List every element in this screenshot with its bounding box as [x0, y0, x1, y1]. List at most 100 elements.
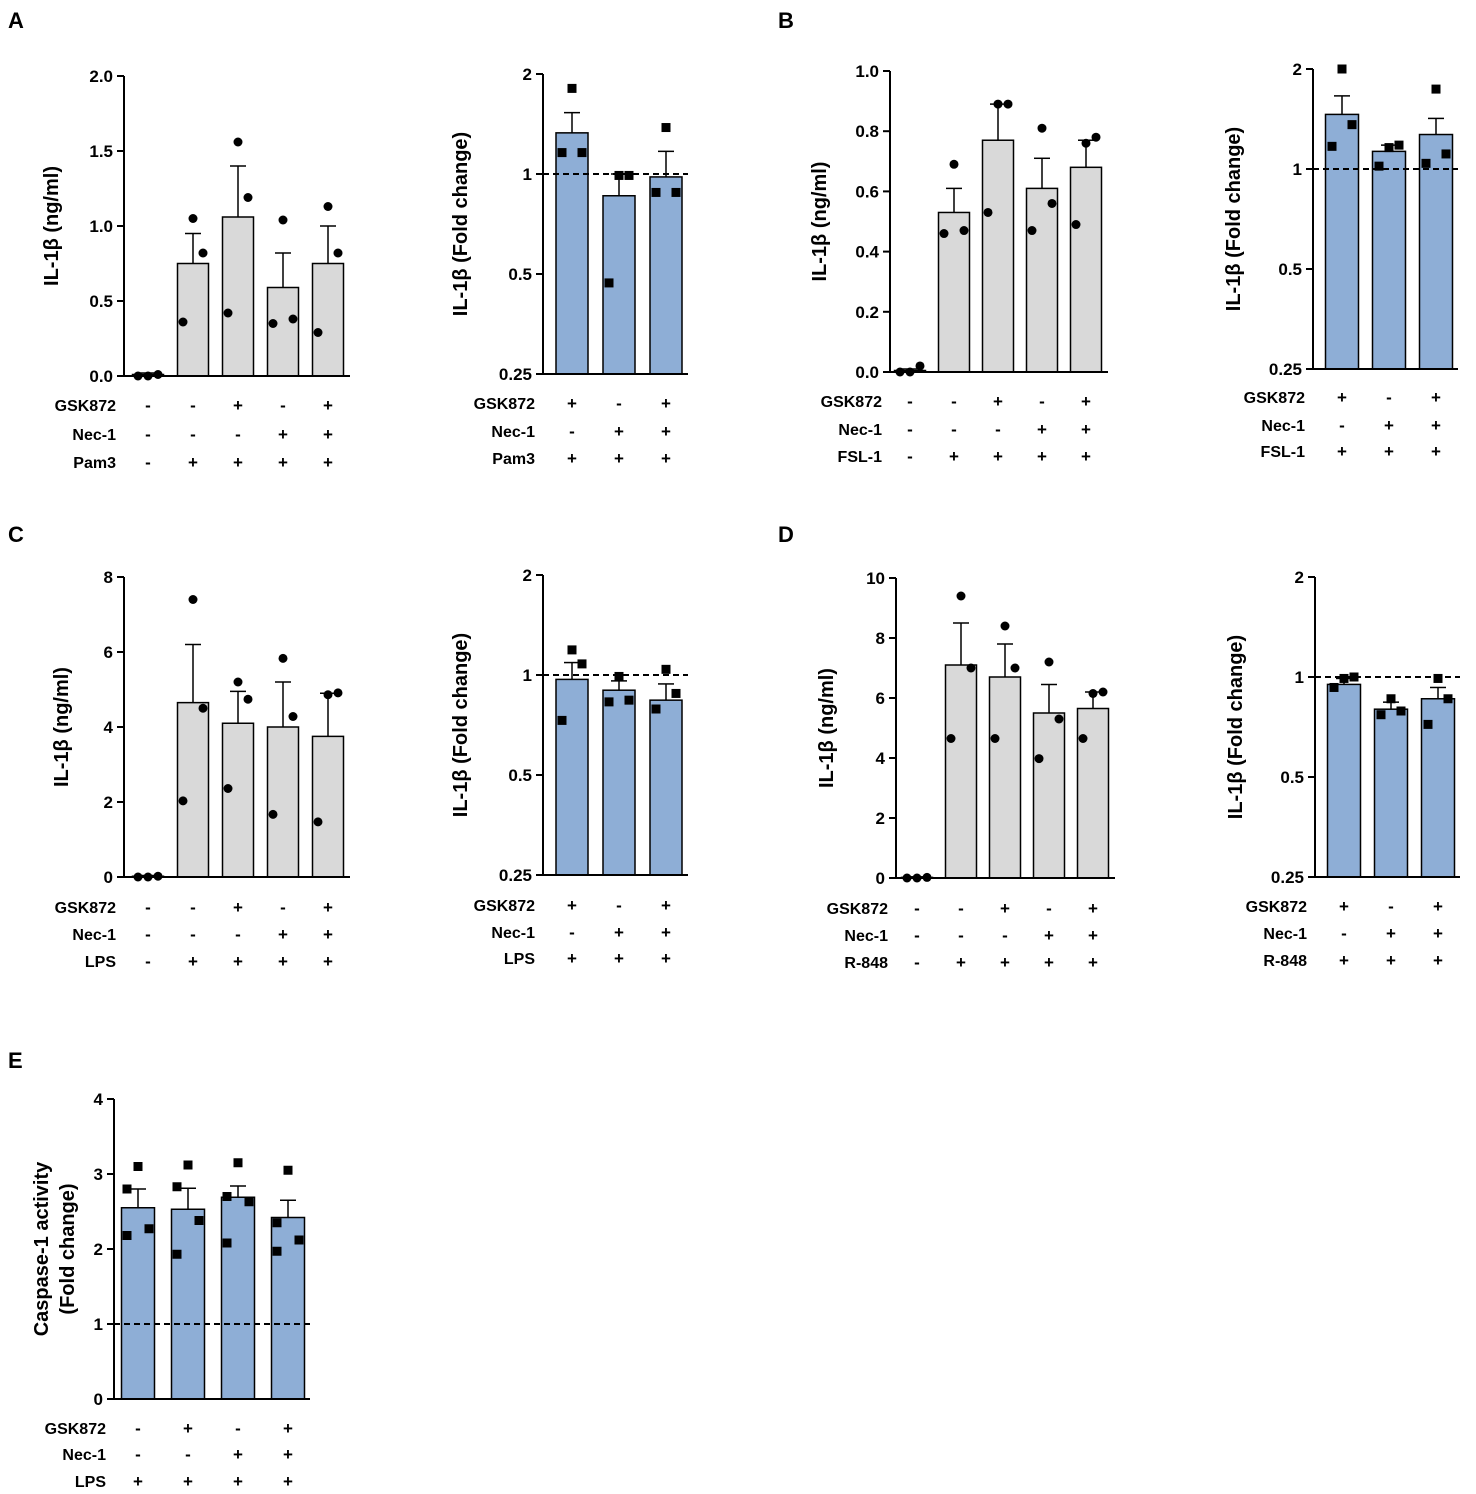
data-point [223, 308, 233, 318]
data-point [1329, 682, 1339, 692]
data-point [323, 690, 333, 700]
y-tick-label: 2.0 [89, 67, 113, 86]
data-point [1054, 714, 1064, 724]
data-point [567, 645, 577, 655]
bar [1076, 707, 1110, 879]
data-point [188, 214, 198, 223]
plus-sign: + [278, 425, 288, 444]
plus-sign: + [1037, 447, 1047, 466]
data-point [959, 226, 969, 236]
minus-sign: - [145, 453, 151, 472]
data-point [946, 734, 956, 743]
minus-sign: - [190, 396, 196, 415]
y-tick-label: 0.5 [508, 766, 532, 785]
y-tick-label: 4 [94, 1090, 104, 1109]
data-point [1376, 710, 1386, 720]
y-tick-label: 2 [523, 65, 532, 84]
y-tick-label: 6 [104, 643, 113, 662]
treatment-row-label: Nec-1 [491, 424, 535, 441]
plus-sign: + [661, 923, 671, 942]
data-point [557, 148, 567, 158]
minus-sign: - [235, 1419, 241, 1438]
minus-sign: - [907, 392, 913, 411]
plus-sign: + [1037, 420, 1047, 439]
panel-letter-e: E [8, 1048, 23, 1073]
plus-sign: + [614, 949, 624, 968]
bar [221, 722, 255, 878]
data-point [1071, 220, 1081, 230]
data-point [223, 784, 233, 793]
y-tick-label: 3 [94, 1165, 103, 1184]
bar [555, 132, 589, 375]
data-point [1431, 84, 1441, 94]
plus-sign: + [183, 1472, 193, 1491]
plus-sign: + [1386, 951, 1396, 970]
plus-sign: + [614, 449, 624, 468]
data-point [268, 809, 278, 819]
plus-sign: + [323, 453, 333, 472]
y-tick-label: 0.0 [89, 367, 113, 386]
data-point [1421, 158, 1431, 168]
treatment-row-label: LPS [85, 954, 116, 971]
data-point [557, 715, 567, 725]
minus-sign: - [914, 899, 920, 918]
data-point [272, 1246, 282, 1256]
data-point [313, 328, 323, 337]
treatment-row-label: GSK872 [55, 398, 116, 415]
plus-sign: + [1088, 953, 1098, 972]
data-point [272, 1218, 282, 1228]
data-point [278, 653, 288, 663]
data-point [671, 187, 681, 197]
plus-sign: + [283, 1419, 293, 1438]
data-point [614, 671, 624, 681]
minus-sign: - [907, 447, 913, 466]
data-point [1037, 123, 1047, 133]
bar [311, 262, 345, 377]
data-point [323, 202, 333, 211]
minus-sign: - [616, 394, 622, 413]
plus-sign: + [233, 1472, 243, 1491]
y-tick-label: 2 [876, 809, 885, 828]
panel-letter-d: D [778, 522, 794, 547]
plus-sign: + [993, 447, 1003, 466]
y-tick-label: 2 [1295, 568, 1304, 587]
data-point [172, 1249, 182, 1259]
y-tick-label: 0.0 [855, 363, 879, 382]
plus-sign: + [1000, 953, 1010, 972]
data-point [288, 314, 298, 324]
data-point [122, 1231, 132, 1240]
data-point [243, 694, 253, 704]
y-axis-label: (Fold change) [57, 1183, 79, 1314]
data-point [1347, 120, 1357, 130]
plus-sign: + [1088, 926, 1098, 945]
data-point [183, 1160, 193, 1170]
treatment-row-label: FSL-1 [838, 449, 883, 466]
treatment-row-label: GSK872 [1246, 899, 1307, 916]
bar [602, 689, 636, 876]
treatment-row-label: LPS [504, 951, 535, 968]
data-point [614, 170, 624, 180]
panel-letter-c: C [8, 522, 24, 547]
y-tick-label: 1 [1295, 668, 1304, 687]
plus-sign: + [1339, 951, 1349, 970]
data-point [198, 248, 208, 258]
data-point [949, 159, 959, 169]
data-point [133, 1162, 143, 1171]
plus-sign: + [1384, 442, 1394, 461]
plus-sign: + [1337, 388, 1347, 407]
data-point [1441, 149, 1451, 159]
data-point [1010, 663, 1020, 673]
y-tick-label: 8 [876, 629, 885, 648]
plus-sign: + [278, 453, 288, 472]
data-point [153, 370, 163, 379]
data-point [1327, 141, 1337, 151]
data-point [222, 1192, 232, 1201]
bar [1069, 166, 1103, 373]
minus-sign: - [185, 1445, 191, 1464]
minus-sign: - [135, 1419, 141, 1438]
chart-b1: B 0.0 0.2 0.4 0.6 0.8 1.0 IL-1β (ng/ml) GSK872 - -… [778, 8, 1108, 466]
data-point [983, 207, 993, 217]
data-point [577, 659, 587, 669]
plus-sign: + [323, 898, 333, 917]
